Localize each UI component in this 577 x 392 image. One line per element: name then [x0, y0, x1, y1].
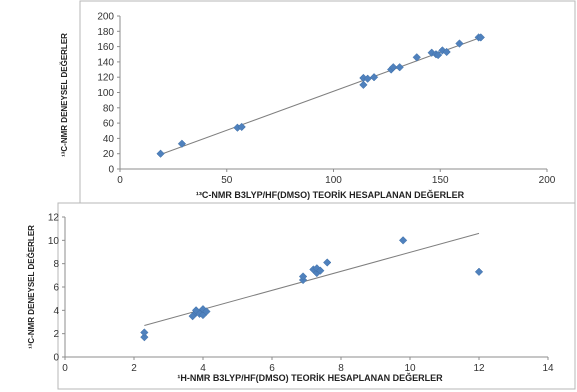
chart-1h-x-tick-label: 0	[62, 363, 68, 374]
chart-13c-data-point	[177, 139, 187, 148]
chart-13c-y-tick-label: 200	[97, 12, 114, 23]
chart-13c-data-point	[359, 80, 368, 90]
chart-13c-x-axis-label: ¹³C-NMR B3LYP/HF(DMSO) TEORİK HESAPLANAN…	[196, 189, 465, 200]
chart-1h-x-tick-label: 4	[200, 363, 206, 374]
chart-13c-trend-line	[158, 36, 484, 156]
chart-1h-data-point	[474, 267, 484, 276]
chart-13c-x-tick-label: 200	[539, 175, 556, 186]
chart-1h-y-tick-label: 12	[48, 213, 60, 224]
chart-1h-y-axis-label: ¹³C-NMR DENEYSEL DEĞERLER	[27, 225, 36, 349]
chart-13c-data-point	[156, 149, 165, 158]
chart-1h-data-point	[140, 328, 149, 337]
chart-13c-y-tick-label: 140	[97, 57, 114, 68]
chart-13c-data-point	[237, 122, 246, 132]
chart-1h-y-tick-label: 0	[53, 353, 59, 364]
bottom-panel-frame	[57, 202, 576, 390]
chart-1h-data-point	[323, 258, 332, 267]
chart-13c-data-point	[433, 50, 443, 60]
chart-13c-y-tick-label: 160	[97, 42, 114, 53]
chart-13c-y-tick-label: 60	[103, 119, 115, 130]
chart-13c-y-tick-label: 100	[97, 88, 114, 99]
chart-13c-data-point	[455, 39, 464, 48]
chart-1h-x-tick-label: 10	[404, 363, 416, 374]
chart-13c-data-point	[412, 53, 421, 62]
chart-13c-data-point	[476, 33, 485, 42]
chart-1h-x-tick-label: 6	[269, 363, 275, 374]
chart-13c-y-tick-label: 0	[108, 165, 114, 176]
chart-1h-data-point	[140, 333, 149, 342]
chart-1h-y-tick-label: 8	[53, 259, 59, 270]
chart-1h-x-tick-label: 14	[542, 363, 554, 374]
chart-13c-data-point	[395, 63, 404, 72]
chart-13c-data-point	[369, 73, 379, 82]
chart-13c-y-tick-label: 120	[97, 73, 114, 84]
chart-13c-x-tick-label: 50	[221, 175, 233, 186]
chart-1h-nmr: ¹³C-NMR DENEYSEL DEĞERLER ¹H-NMR B3LYP/H…	[27, 213, 554, 384]
chart-1h-data-point	[316, 266, 325, 275]
chart-13c-y-tick-label: 20	[103, 149, 115, 160]
chart-1h-data-point	[298, 272, 308, 281]
chart-1h-x-axis-label: ¹H-NMR B3LYP/HF(DMSO) TEORİK HESAPLANAN …	[177, 372, 443, 383]
chart-1h-data-point	[398, 236, 408, 245]
chart-13c-data-point	[389, 63, 398, 72]
chart-1h-data-point	[202, 307, 211, 316]
chart-13c-y-tick-label: 80	[103, 103, 115, 114]
top-panel-frame	[79, 0, 576, 215]
chart-1h-x-tick-label: 8	[338, 363, 344, 374]
chart-13c-y-tick-label: 180	[97, 27, 114, 38]
chart-13c-nmr: ¹³C-NMR DENEYSEL DEĞERLER ¹³C-NMR B3LYP/…	[60, 12, 556, 201]
chart-13c-data-point	[442, 47, 451, 57]
chart-1h-y-tick-label: 4	[53, 306, 59, 317]
chart-13c-y-axis-label: ¹³C-NMR DENEYSEL DEĞERLER	[60, 33, 69, 157]
chart-1h-data-point	[198, 305, 208, 314]
chart-13c-x-tick-label: 0	[117, 175, 123, 186]
chart-13c-y-tick-label: 40	[103, 134, 115, 145]
chart-13c-x-tick-label: 100	[325, 175, 342, 186]
chart-1h-y-tick-label: 6	[53, 283, 59, 294]
chart-13c-x-tick-label: 150	[432, 175, 449, 186]
chart-1h-y-tick-label: 10	[48, 236, 60, 247]
chart-1h-y-tick-label: 2	[53, 329, 59, 340]
chart-1h-x-tick-label: 2	[131, 363, 137, 374]
chart-1h-x-tick-label: 12	[473, 363, 485, 374]
chart-13c-data-point	[427, 48, 436, 57]
